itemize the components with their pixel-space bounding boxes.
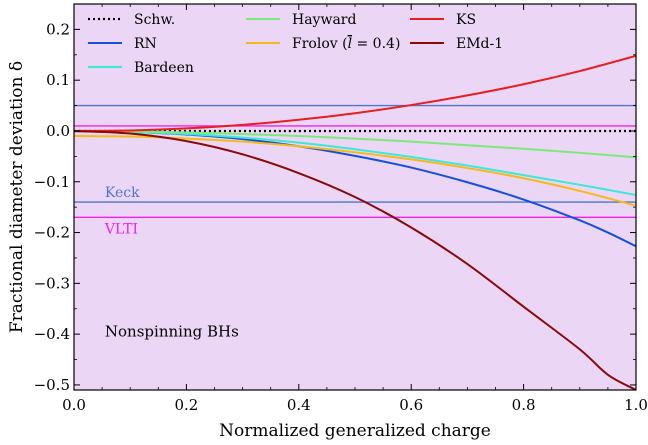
x-tick-label: 1.0 <box>624 396 648 414</box>
x-tick-label: 0.2 <box>174 396 198 414</box>
x-tick-label: 0.0 <box>62 396 86 414</box>
legend: Schw. RN Bardeen Hayward Frolov (l = 0.4) KS E… <box>88 12 503 76</box>
horizontal-reference-lines <box>74 104 636 219</box>
y-tick-label: 0.1 <box>46 71 70 89</box>
series-line-emd-1 <box>74 129 636 390</box>
y-tick-label: 0.2 <box>46 20 70 38</box>
x-tick-label: 0.4 <box>287 396 311 414</box>
annotation-nonspinning: Nonspinning BHs <box>105 323 239 341</box>
legend-label-schw: Schw. <box>134 12 175 28</box>
y-tick-label: −0.5 <box>34 376 70 394</box>
legend-label-hayward: Hayward <box>292 12 356 28</box>
reference-line-labels: Keck VLTI <box>104 185 140 237</box>
x-axis-label: Normalized generalized charge <box>219 421 491 441</box>
series-lines <box>74 54 636 390</box>
series-line-bardeen <box>74 129 636 196</box>
x-tick-label: 0.6 <box>399 396 423 414</box>
legend-label-bardeen: Bardeen <box>134 60 194 76</box>
axis-ticks: 0.0 0.2 0.4 0.6 0.8 1.0 0.2 0.1 0.0 −0.1 −0.2 −0.3 −… <box>34 3 648 414</box>
series-line-hayward <box>74 129 636 159</box>
reference-label-keck: Keck <box>105 185 140 201</box>
legend-label-frolov: Frolov (l = 0.4) <box>292 36 400 52</box>
y-axis-label: Fractional diameter deviation δ <box>7 61 27 333</box>
y-tick-label: −0.4 <box>34 325 70 343</box>
series-line-ks <box>74 54 636 132</box>
reference-label-vlti: VLTI <box>104 221 138 237</box>
y-tick-label: 0.0 <box>46 122 70 140</box>
y-tick-label: −0.3 <box>34 274 70 292</box>
legend-label-ks: KS <box>456 12 476 28</box>
y-tick-label: −0.1 <box>34 173 70 191</box>
legend-label-rn: RN <box>134 36 157 52</box>
legend-label-emd-1: EMd-1 <box>456 36 503 52</box>
y-tick-label: −0.2 <box>34 224 70 242</box>
x-tick-label: 0.8 <box>512 396 536 414</box>
